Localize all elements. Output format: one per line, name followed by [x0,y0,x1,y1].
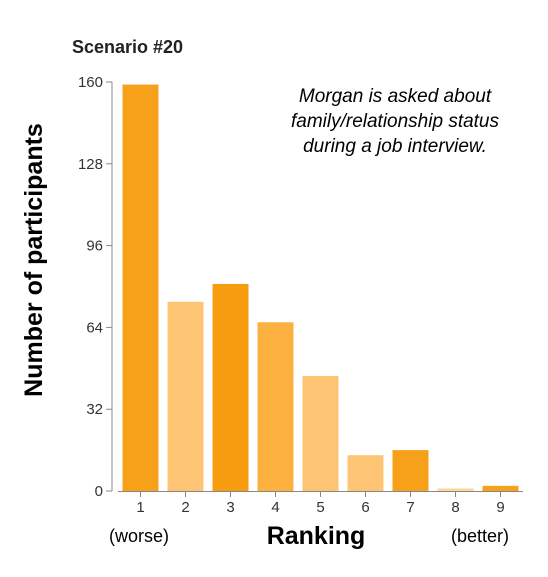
bar-1 [122,84,159,491]
x-tick-label: 1 [136,499,144,516]
y-tick-label: 128 [78,156,103,173]
bar-6 [347,455,384,491]
x-tick-label: 9 [496,499,504,516]
x-axis: 1 2 3 4 5 6 7 8 9 [118,491,523,516]
bar-9 [482,485,519,491]
bar-5 [302,375,339,491]
bar-3 [212,283,249,491]
y-tick-label: 32 [86,401,103,418]
chart-annotation: Morgan is asked about family/relationshi… [291,86,500,157]
x-tick-label: 6 [361,499,369,516]
bar-7 [392,450,429,491]
y-tick-label: 96 [86,238,103,255]
bars [122,84,519,491]
x-tick-label: 3 [226,499,234,516]
bar-4 [257,322,294,491]
y-tick-label: 0 [95,483,103,500]
annotation-line: during a job interview. [303,136,487,157]
x-axis-label: Ranking [267,522,366,550]
y-tick-label: 64 [86,319,103,336]
y-tick-label: 160 [78,74,103,91]
x-tick-label: 7 [406,499,414,516]
y-axis-label: Number of participants [20,123,48,397]
x-tick-label: 5 [316,499,324,516]
x-axis-better-label: (better) [451,526,509,546]
x-tick-label: 4 [271,499,279,516]
annotation-line: family/relationship status [291,111,500,132]
bar-2 [167,301,204,491]
annotation-line: Morgan is asked about [299,86,492,107]
x-tick-label: 8 [451,499,459,516]
chart-title: Scenario #20 [72,37,183,57]
x-axis-worse-label: (worse) [109,526,169,546]
bar-8 [437,488,474,491]
x-tick-label: 2 [181,499,189,516]
y-axis: 0 32 64 96 128 160 [78,74,113,500]
